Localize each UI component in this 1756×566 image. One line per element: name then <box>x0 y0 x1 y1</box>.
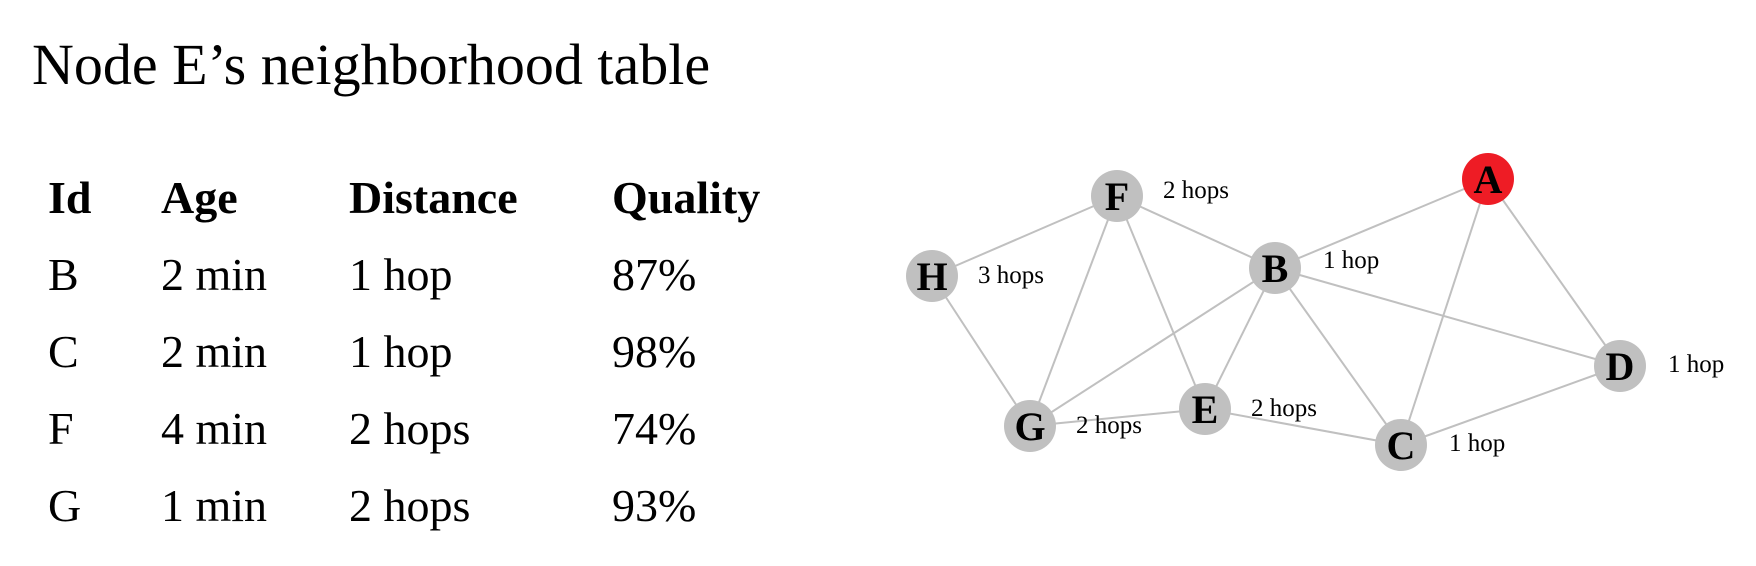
graph-node-g: G 2 hops <box>1004 400 1142 452</box>
edge-c-d <box>1400 365 1621 446</box>
node-label: C <box>1387 423 1416 468</box>
graph-nodes: A B 1 hop C 1 hop D 1 hop E 2 hops F 2 hops G 2 hops… <box>906 153 1724 471</box>
table-row: F 4 min 2 hops 74% <box>48 390 792 467</box>
graph-node-a: A <box>1462 153 1514 205</box>
graph-node-b: B 1 hop <box>1249 242 1379 294</box>
node-circle <box>1004 400 1056 452</box>
cell-age: 1 min <box>161 480 268 531</box>
cell-quality: 74% <box>612 403 697 454</box>
cell-quality: 87% <box>612 249 697 300</box>
hop-distance-label: 1 hop <box>1449 430 1505 457</box>
node-circle <box>1249 242 1301 294</box>
table-row: B 2 min 1 hop 87% <box>48 236 792 313</box>
node-circle <box>1179 383 1231 435</box>
graph-node-e: E 2 hops <box>1179 383 1317 435</box>
hop-distance-label: 3 hops <box>978 262 1044 289</box>
edge-b-e <box>1204 267 1276 410</box>
cell-id: B <box>48 249 79 300</box>
node-circle <box>1462 153 1514 205</box>
cell-age: 2 min <box>161 249 268 300</box>
graph-node-f: F 2 hops <box>1091 170 1229 222</box>
edge-a-c <box>1400 178 1489 446</box>
cell-age: 2 min <box>161 326 268 377</box>
neighborhood-table: Id Age Distance Quality B 2 min 1 hop 87… <box>48 158 792 544</box>
edge-f-b <box>1116 195 1276 269</box>
edge-b-d <box>1274 267 1621 367</box>
cell-quality: 93% <box>612 480 697 531</box>
edge-h-g <box>931 275 1031 427</box>
table-header-row: Id Age Distance Quality <box>48 158 792 236</box>
cell-age: 4 min <box>161 403 268 454</box>
edge-f-h <box>931 195 1118 277</box>
node-label: A <box>1474 157 1503 202</box>
node-circle <box>906 250 958 302</box>
cell-id: F <box>48 403 74 454</box>
edge-e-c <box>1204 408 1402 446</box>
graph-node-c: C 1 hop <box>1375 419 1505 471</box>
cell-id: G <box>48 480 82 531</box>
hop-distance-label: 1 hop <box>1323 247 1379 274</box>
node-label: B <box>1262 246 1289 291</box>
column-header-quality: Quality <box>612 171 761 223</box>
edge-f-g <box>1029 195 1118 427</box>
table-row: G 1 min 2 hops 93% <box>48 467 792 544</box>
node-label: H <box>916 254 947 299</box>
edge-f-e <box>1116 195 1206 410</box>
graph-node-d: D 1 hop <box>1594 340 1724 392</box>
node-circle <box>1091 170 1143 222</box>
hop-distance-label: 2 hops <box>1163 177 1229 204</box>
node-circle <box>1375 419 1427 471</box>
edge-b-g <box>1029 267 1276 427</box>
cell-distance: 2 hops <box>349 480 471 531</box>
node-label: G <box>1014 404 1045 449</box>
column-header-id: Id <box>48 171 92 223</box>
graph-node-h: H 3 hops <box>906 250 1044 302</box>
hop-distance-label: 2 hops <box>1076 412 1142 439</box>
cell-distance: 1 hop <box>349 326 453 377</box>
table-row: C 2 min 1 hop 98% <box>48 313 792 390</box>
cell-id: C <box>48 326 79 377</box>
cell-distance: 2 hops <box>349 403 471 454</box>
graph-edges <box>931 178 1621 446</box>
cell-quality: 98% <box>612 326 697 377</box>
node-circle <box>1594 340 1646 392</box>
edge-b-c <box>1274 267 1402 446</box>
column-header-age: Age <box>161 171 238 223</box>
node-label: F <box>1105 174 1129 219</box>
edge-g-e <box>1029 408 1206 427</box>
edge-a-d <box>1487 178 1621 367</box>
hop-distance-label: 2 hops <box>1251 395 1317 422</box>
node-label: E <box>1192 387 1219 432</box>
node-label: D <box>1606 344 1635 389</box>
hop-distance-label: 1 hop <box>1668 351 1724 378</box>
page-title: Node E’s neighborhood table <box>32 32 711 97</box>
cell-distance: 1 hop <box>349 249 453 300</box>
column-header-distance: Distance <box>349 171 518 223</box>
edge-a-b <box>1274 178 1489 269</box>
